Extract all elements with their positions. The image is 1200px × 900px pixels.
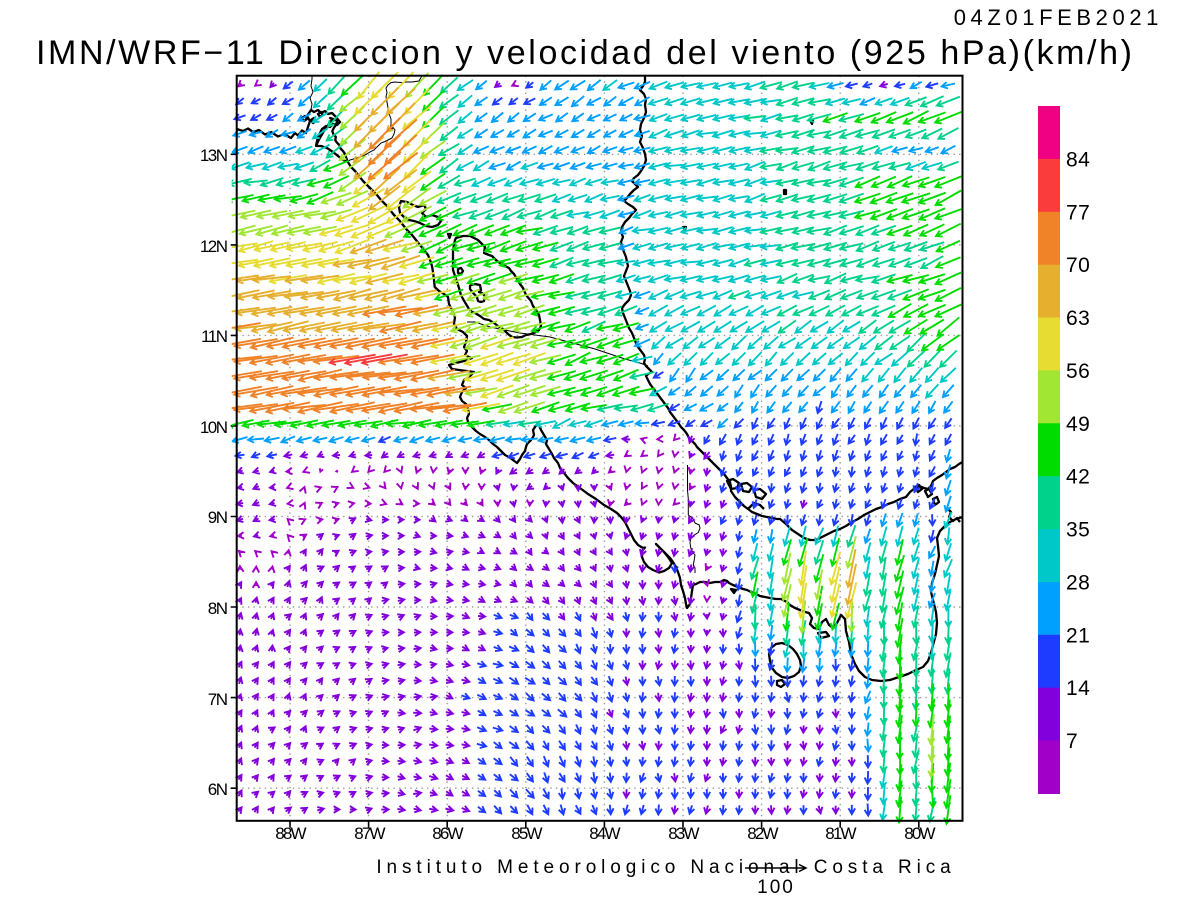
svg-text:63: 63 bbox=[1066, 307, 1090, 330]
svg-text:7: 7 bbox=[1066, 730, 1078, 753]
svg-text:84: 84 bbox=[1066, 148, 1090, 171]
svg-text:49: 49 bbox=[1066, 413, 1090, 436]
svg-text:21: 21 bbox=[1066, 624, 1090, 647]
svg-text:70: 70 bbox=[1066, 254, 1090, 277]
svg-text:56: 56 bbox=[1066, 360, 1090, 383]
svg-text:14: 14 bbox=[1066, 677, 1090, 700]
svg-text:28: 28 bbox=[1066, 572, 1090, 595]
svg-text:77: 77 bbox=[1066, 201, 1090, 224]
svg-text:35: 35 bbox=[1066, 519, 1090, 542]
svg-text:42: 42 bbox=[1066, 466, 1090, 489]
